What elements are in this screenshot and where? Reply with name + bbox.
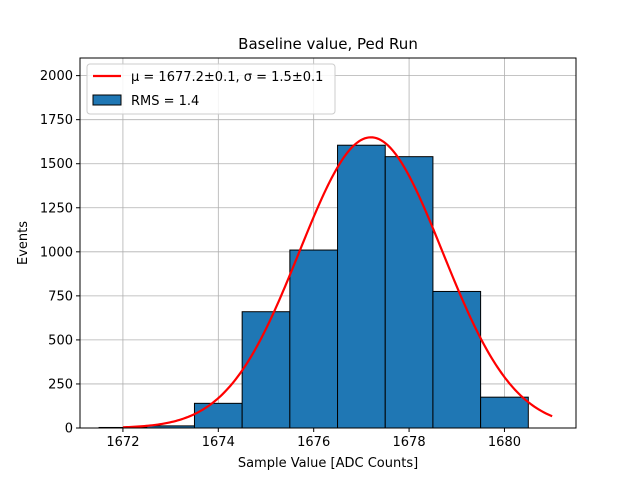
x-ticks: 1672 1674 1676 1678 1680 [106,428,521,450]
histogram-bar-2 [193,402,243,429]
y-ticks: 0 250 500 750 1000 1250 1500 1750 2000 [40,69,80,437]
y-tick-label-2: 500 [48,333,73,348]
legend-rms-label: RMS = 1.4 [131,94,199,109]
legend-box [86,63,336,115]
y-tick-label-8: 2000 [40,69,73,84]
gaussian-fit-curve [122,136,553,429]
y-tick-label-1: 250 [48,377,73,392]
histogram-bar-6 [384,156,434,429]
legend-rms-swatch [92,94,122,106]
fit-layer [122,136,553,429]
legend: μ = 1677.2±0.1, σ = 1.5±0.1 RMS = 1.4 [86,63,336,115]
plot-frame [79,57,577,429]
y-tick-label-6: 1500 [40,157,73,172]
y-axis-label: Events [16,221,31,265]
x-tick-label-4: 1680 [488,435,521,450]
legend-fit-label: μ = 1677.2±0.1, σ = 1.5±0.1 [131,70,323,85]
y-tick-label-0: 0 [65,422,73,437]
x-tick-label-3: 1678 [393,435,426,450]
y-tick-label-5: 1250 [40,201,73,216]
histogram-bar-4 [289,249,339,429]
x-tick-label-1: 1674 [202,435,235,450]
y-tick-label-7: 1750 [40,113,73,128]
histogram-bar-8 [480,396,529,429]
x-tick-label-0: 1672 [106,435,139,450]
bars-layer [98,144,529,429]
histogram-bar-7 [432,290,482,429]
y-tick-label-4: 1000 [40,245,73,260]
x-tick-label-2: 1676 [297,435,330,450]
histogram-bar-5 [337,144,386,429]
y-tick-label-3: 750 [48,289,73,304]
chart-title: Baseline value, Ped Run [238,35,418,53]
x-axis-label: Sample Value [ADC Counts] [238,456,418,471]
